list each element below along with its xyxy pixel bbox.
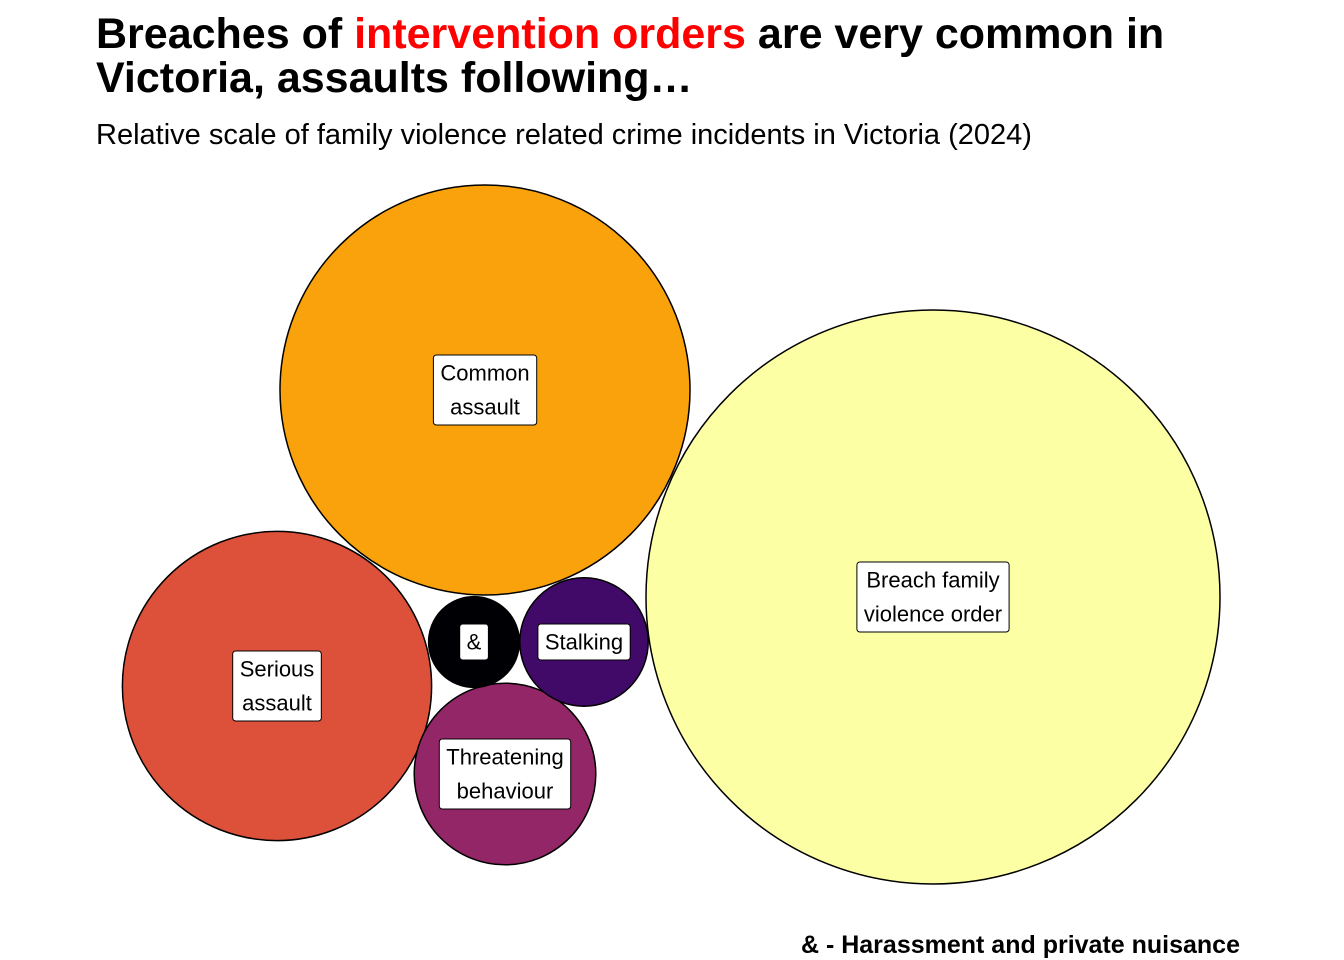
bubble-labels: Breach family violence order Common assault…	[232, 354, 1010, 810]
bubble-label-text: Breach family	[866, 568, 999, 593]
bubble-label-text: behaviour	[457, 779, 554, 804]
bubble-label-threatening: Threatening behaviour	[438, 738, 572, 810]
bubble-label-box	[438, 738, 572, 810]
bubble-label-box	[856, 561, 1010, 633]
title-part2: are very common in Victoria, assaults fo…	[96, 10, 1165, 102]
bubble-label-text: assault	[242, 691, 312, 716]
bubble-label-box	[432, 354, 538, 426]
chart-title: Breaches of intervention orders are very…	[96, 12, 1256, 100]
bubble-label-text: Threatening	[446, 745, 563, 770]
bubble-label-text: &	[467, 630, 482, 655]
bubble-label-breach: Breach family violence order	[856, 561, 1010, 633]
title-part1: Breaches of	[96, 10, 355, 58]
bubble-label-box	[537, 623, 631, 661]
bubble-label-serious: Serious assault	[232, 650, 322, 722]
bubble-label-box	[232, 650, 322, 722]
footnote: & - Harassment and private nuisance	[800, 931, 1240, 959]
bubble-label-text: Common	[440, 361, 529, 386]
chart-subtitle: Relative scale of family violence relate…	[96, 119, 1032, 151]
bubble-label-common: Common assault	[432, 354, 538, 426]
bubble-label-text: violence order	[864, 602, 1002, 627]
bubble-label-text: Stalking	[545, 630, 623, 655]
bubble-label-harassment: &	[459, 623, 489, 661]
bubble-label-box	[459, 623, 489, 661]
bubble-label-stalking: Stalking	[537, 623, 631, 661]
bubble-label-text: Serious	[240, 657, 315, 682]
title-highlight: intervention orders	[354, 10, 746, 58]
bubble-label-text: assault	[450, 395, 520, 420]
